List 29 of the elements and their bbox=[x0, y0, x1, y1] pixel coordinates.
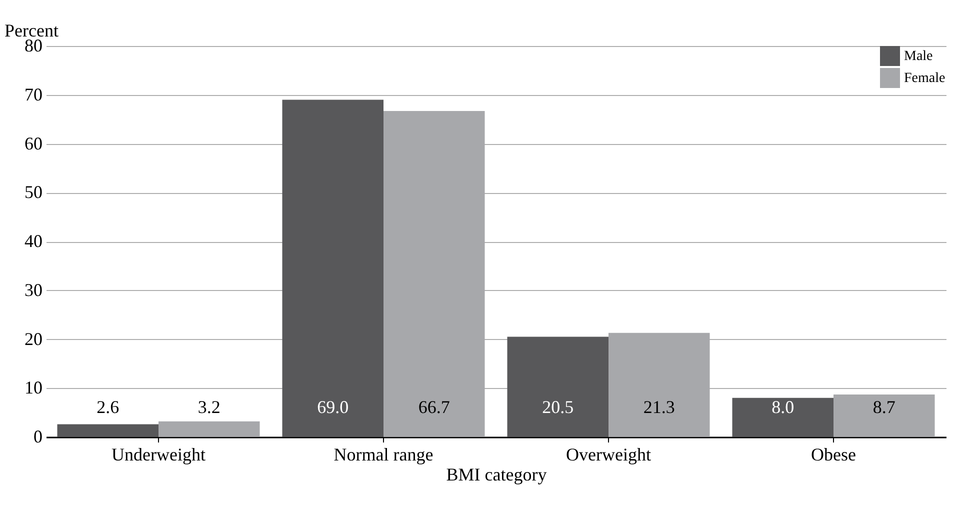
data-label: 69.0 bbox=[317, 397, 349, 417]
bar bbox=[834, 394, 935, 437]
y-tick-label: 30 bbox=[24, 280, 42, 300]
bar bbox=[282, 100, 384, 437]
data-label: 20.5 bbox=[542, 397, 574, 417]
y-tick-label: 20 bbox=[24, 328, 42, 349]
x-tick-label: Underweight bbox=[112, 444, 206, 464]
y-tick-label: 50 bbox=[24, 182, 42, 202]
data-label: 8.7 bbox=[872, 397, 896, 417]
x-tick-label: Obese bbox=[811, 444, 856, 464]
bar bbox=[732, 398, 834, 437]
bar bbox=[57, 424, 158, 437]
x-tick-label: Normal range bbox=[334, 444, 434, 464]
data-label: 21.3 bbox=[643, 397, 675, 417]
y-tick-label: 70 bbox=[24, 84, 42, 104]
y-tick-label: 40 bbox=[24, 231, 42, 251]
bar bbox=[507, 336, 608, 437]
x-tick-label: Overweight bbox=[566, 444, 651, 464]
data-label: 3.2 bbox=[198, 397, 220, 417]
data-label: 8.0 bbox=[772, 397, 794, 417]
y-tick-label: 0 bbox=[34, 426, 42, 446]
y-tick-label: 10 bbox=[24, 378, 42, 398]
data-label: 2.6 bbox=[96, 397, 120, 417]
x-axis-title: BMI category bbox=[446, 464, 547, 484]
y-tick-label: 60 bbox=[24, 133, 42, 154]
legend-label: Male bbox=[904, 49, 933, 64]
bar bbox=[158, 421, 260, 437]
legend-label: Female bbox=[904, 71, 946, 86]
data-label: 66.7 bbox=[418, 397, 450, 417]
